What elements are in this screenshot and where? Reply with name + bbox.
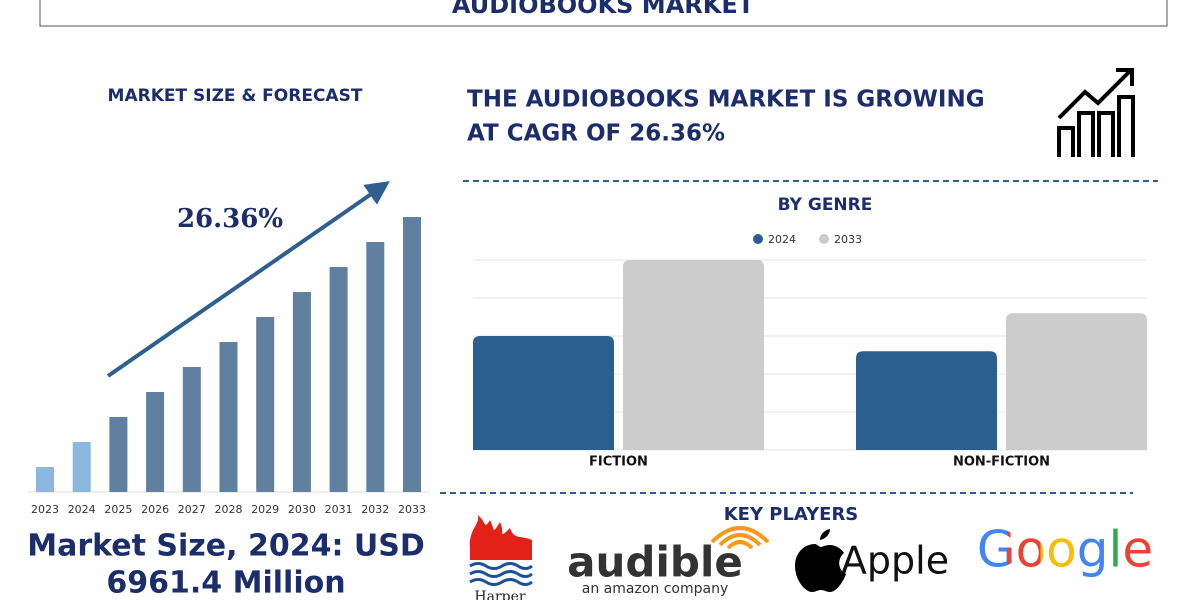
x-tick-label: 2023 — [31, 503, 59, 516]
google-text: Google — [977, 521, 1153, 579]
chart-title: MARKET SIZE & FORECAST — [108, 86, 363, 106]
bar — [146, 392, 165, 492]
bar — [329, 267, 348, 492]
bar — [256, 317, 275, 492]
chart-title: BY GENRE — [778, 195, 873, 215]
header-title: AUDIOBOOKS MARKET — [452, 0, 755, 19]
bar — [36, 467, 54, 492]
growth-arrow — [106, 181, 390, 378]
cagr-annotation: 26.36% — [177, 204, 283, 234]
x-tick-label: 2031 — [325, 503, 353, 516]
apple-icon — [795, 529, 846, 592]
x-tick-label: 2030 — [288, 503, 316, 516]
harper-text: Harper — [474, 589, 525, 600]
legend-label: 2033 — [834, 233, 862, 246]
x-tick-label: 2024 — [68, 503, 96, 516]
bar — [623, 260, 764, 450]
market-size-line: Market Size, 2024: USD — [27, 529, 425, 564]
headline: AT CAGR OF 26.36% — [467, 121, 725, 147]
x-tick-label: 2032 — [361, 503, 389, 516]
bar — [473, 336, 614, 450]
x-tick-label: 2033 — [398, 503, 426, 516]
x-tick-label: NON-FICTION — [953, 455, 1050, 470]
audible-tagline: an amazon company — [582, 581, 728, 597]
x-tick-label: 2025 — [104, 503, 132, 516]
apple-text: Apple — [841, 539, 949, 583]
bar — [72, 442, 91, 492]
header-box — [39, 0, 1168, 27]
audible-waves — [710, 526, 770, 550]
market-size-line: 6961.4 Million — [106, 566, 345, 600]
x-tick-label: 2027 — [178, 503, 206, 516]
audible-text: audible — [567, 538, 743, 587]
bar — [403, 217, 421, 492]
x-tick-label: 2026 — [141, 503, 169, 516]
x-tick-label: FICTION — [589, 455, 648, 470]
headline: THE AUDIOBOOKS MARKET IS GROWING — [467, 87, 985, 113]
bar — [219, 342, 238, 492]
key-players-title: KEY PLAYERS — [724, 504, 859, 525]
legend-swatch — [819, 234, 829, 244]
bar — [1006, 313, 1147, 450]
legend-label: 2024 — [768, 233, 796, 246]
growth-icon — [1057, 68, 1135, 157]
bar — [109, 417, 128, 492]
bar — [292, 292, 311, 492]
x-tick-label: 2028 — [215, 503, 243, 516]
harper-logo — [469, 515, 533, 586]
bar — [366, 242, 385, 492]
bar — [856, 351, 997, 450]
x-tick-label: 2029 — [251, 503, 279, 516]
legend-swatch — [753, 234, 763, 244]
bar — [182, 367, 201, 492]
